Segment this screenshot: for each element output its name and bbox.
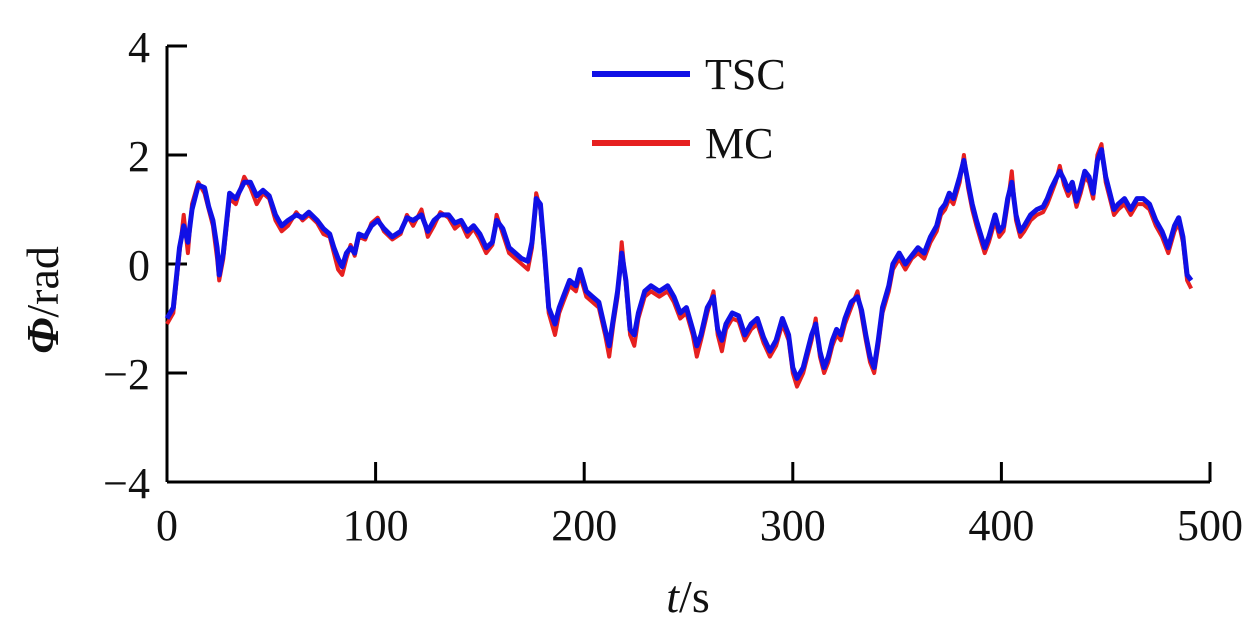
x-axis-variable: t <box>666 571 680 622</box>
y-tick-label: 4 <box>128 23 150 72</box>
axes <box>165 46 1210 484</box>
x-tick-label: 0 <box>156 501 178 550</box>
legend-label-tsc: TSC <box>705 50 786 99</box>
y-axis-unit: rad <box>17 246 68 305</box>
x-axis-title: t/s <box>666 571 709 622</box>
y-tick-label: −2 <box>103 350 150 399</box>
plot-lines <box>164 142 1194 389</box>
y-tick-label: 2 <box>128 132 150 181</box>
legend-label-mc: MC <box>705 119 773 168</box>
x-tick-label: 400 <box>968 501 1034 550</box>
x-tick-label: 500 <box>1177 501 1243 550</box>
y-tick-label: −4 <box>103 459 150 508</box>
x-axis-unit: s <box>692 571 710 622</box>
ticks: 0 100 200 300 400 500 −4 −2 0 2 4 <box>103 23 1243 550</box>
y-tick-label: 0 <box>128 241 150 290</box>
y-axis-title: Φ/rad <box>17 246 68 354</box>
x-tick-label: 100 <box>343 501 409 550</box>
series-line-tsc <box>164 147 1194 381</box>
series-line-mc <box>165 142 1193 389</box>
legend: TSC MC <box>592 50 786 168</box>
x-tick-label: 200 <box>551 501 617 550</box>
y-axis-separator: / <box>17 305 68 318</box>
y-axis-variable: Φ <box>17 318 68 354</box>
x-axis-separator: / <box>679 571 692 622</box>
x-tick-label: 300 <box>760 501 826 550</box>
